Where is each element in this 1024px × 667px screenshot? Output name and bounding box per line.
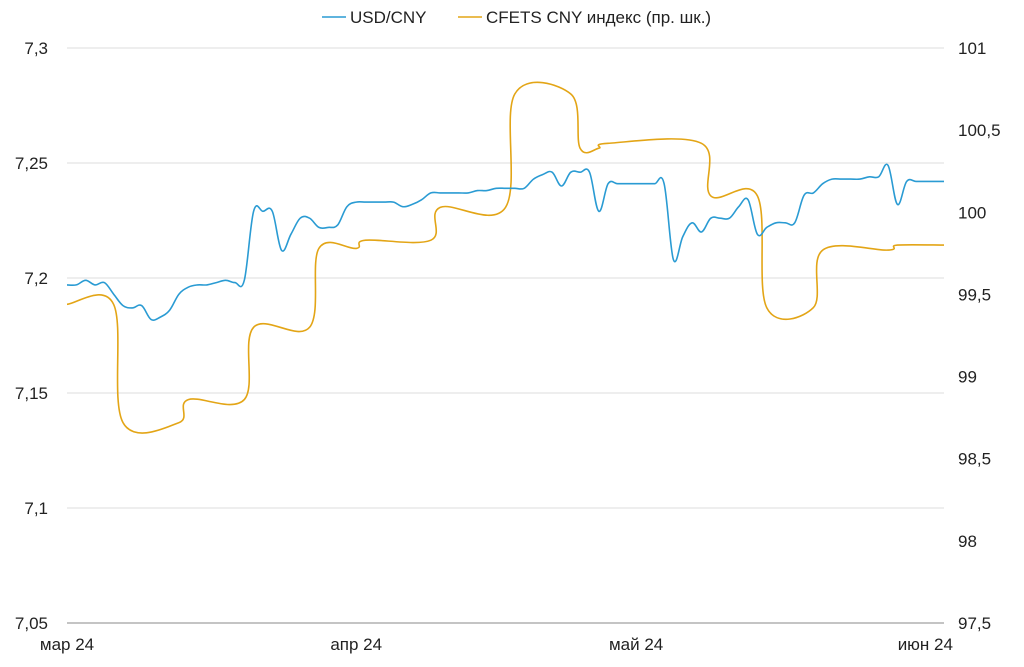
usd-cny-series-line [66, 163, 944, 321]
right-axis-tick-labels: 101 100,5 100 99,5 99 98,5 98 97,5 [958, 39, 1001, 633]
cfets-index-series-line [66, 81, 945, 434]
legend-item-cfets-label: CFETS CNY индекс (пр. шк.) [486, 8, 711, 27]
right-axis-tick-label: 99,5 [958, 285, 991, 304]
x-axis-tick-label: апр 24 [330, 635, 382, 654]
left-axis-tick-label: 7,3 [24, 39, 48, 58]
left-axis-tick-label: 7,15 [15, 384, 48, 403]
left-axis-tick-label: 7,2 [24, 269, 48, 288]
x-axis-tick-labels: мар 24 апр 24 май 24 июн 24 [40, 635, 953, 654]
gridlines [67, 47, 944, 509]
right-axis-tick-label: 99 [958, 368, 977, 387]
left-axis-tick-labels: 7,3 7,25 7,2 7,15 7,1 7,05 [15, 39, 48, 633]
series-lines [66, 81, 945, 434]
x-axis-tick-label: мар 24 [40, 635, 94, 654]
right-axis-tick-label: 97,5 [958, 614, 991, 633]
x-axis-tick-label: май 24 [609, 635, 663, 654]
left-axis-tick-label: 7,05 [15, 614, 48, 633]
right-axis-tick-label: 100,5 [958, 121, 1001, 140]
legend-item-usd-cny-label: USD/CNY [350, 8, 427, 27]
x-axis-tick-label: июн 24 [898, 635, 953, 654]
right-axis-tick-label: 98,5 [958, 450, 991, 469]
left-axis-tick-label: 7,1 [24, 499, 48, 518]
right-axis-tick-label: 100 [958, 203, 986, 222]
legend: USD/CNY CFETS CNY индекс (пр. шк.) [322, 8, 711, 27]
left-axis-tick-label: 7,25 [15, 154, 48, 173]
right-axis-tick-label: 98 [958, 532, 977, 551]
right-axis-tick-label: 101 [958, 39, 986, 58]
